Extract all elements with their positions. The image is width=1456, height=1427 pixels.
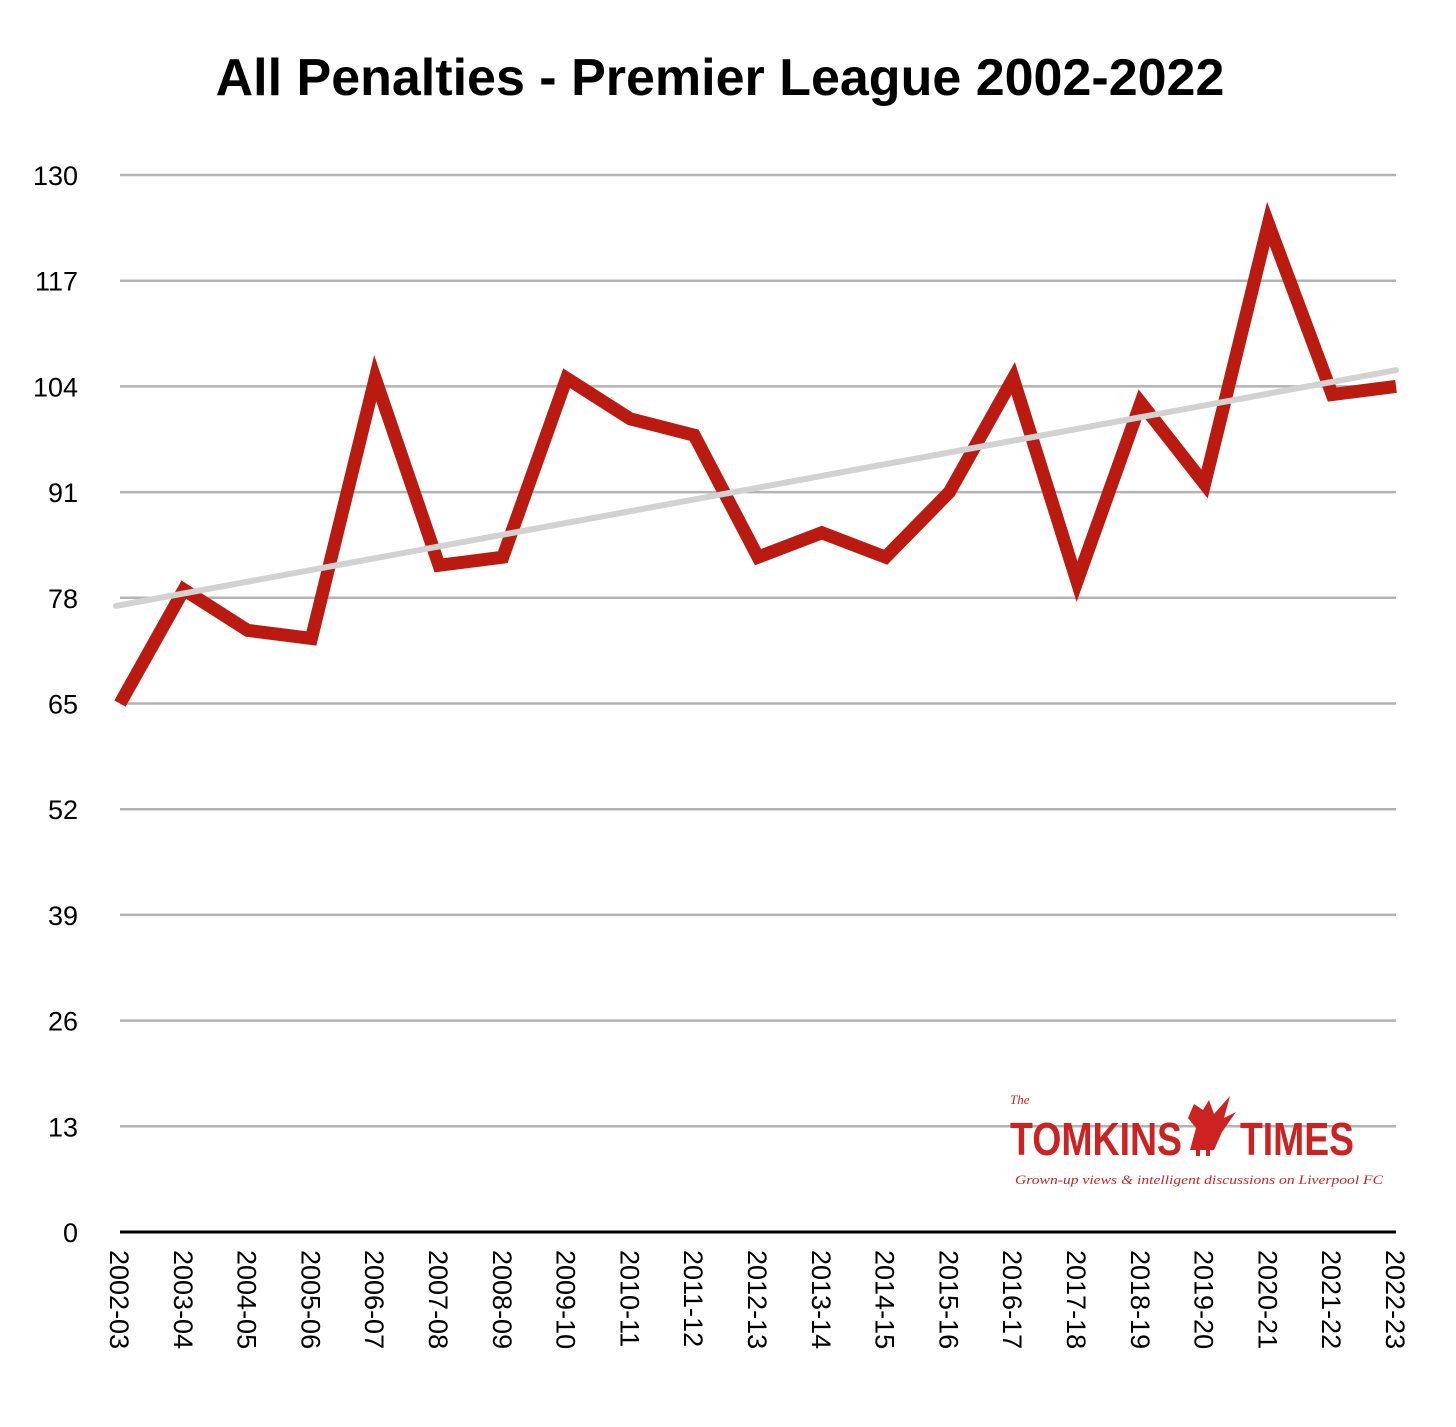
- x-tick-label-2020-21: 2020-21: [1252, 1250, 1282, 1349]
- y-tick-label-39: 39: [48, 901, 78, 931]
- y-tick-label-91: 91: [48, 478, 78, 508]
- x-tick-label-2006-07: 2006-07: [359, 1250, 389, 1349]
- x-tick-label-2007-08: 2007-08: [423, 1250, 453, 1349]
- y-tick-label-104: 104: [33, 372, 78, 402]
- y-axis-ticks: 0 13 26 39 52 65 78 91 104 117 130: [33, 161, 78, 1248]
- tomkins-times-logo: The TOMKINS TIMES Grown-up views & intel…: [1010, 1092, 1383, 1187]
- x-tick-label-2018-19: 2018-19: [1125, 1250, 1155, 1349]
- x-tick-label-2019-20: 2019-20: [1189, 1250, 1219, 1349]
- trendline-layer: [113, 367, 1399, 609]
- x-tick-label-2017-18: 2017-18: [1061, 1250, 1091, 1349]
- y-tick-label-52: 52: [48, 795, 78, 825]
- x-tick-label-2004-05: 2004-05: [232, 1250, 262, 1349]
- logo-name-left: TOMKINS: [1010, 1113, 1182, 1165]
- x-tick-label-2008-09: 2008-09: [487, 1250, 517, 1349]
- y-tick-label-65: 65: [48, 690, 78, 720]
- y-tick-label-13: 13: [48, 1112, 78, 1142]
- chart-title: All Penalties - Premier League 2002-2022: [215, 49, 1225, 107]
- x-tick-label-2014-15: 2014-15: [870, 1250, 900, 1349]
- x-tick-label-2011-12: 2011-12: [678, 1250, 708, 1347]
- x-tick-label-2016-17: 2016-17: [997, 1250, 1027, 1349]
- x-tick-label-2010-11: 2010-11: [614, 1250, 644, 1347]
- logo-tagline: Grown-up views & intelligent discussions…: [1015, 1172, 1383, 1187]
- logo-name-right: TIMES: [1240, 1113, 1354, 1165]
- x-tick-label-2012-13: 2012-13: [742, 1250, 772, 1349]
- x-axis-ticks: 2002-03 2003-04 2004-05 2005-06 2006-07 2007-…: [104, 1250, 1410, 1349]
- y-tick-label-130: 130: [33, 161, 78, 191]
- x-tick-label-2021-22: 2021-22: [1316, 1250, 1346, 1349]
- y-tick-label-0: 0: [63, 1218, 78, 1248]
- x-tick-label-2003-04: 2003-04: [168, 1250, 198, 1349]
- liverbird-icon: [1188, 1096, 1236, 1156]
- series-line-0: [114, 201, 1397, 707]
- x-tick-label-2005-06: 2005-06: [295, 1250, 325, 1349]
- x-tick-label-2022-23: 2022-23: [1380, 1250, 1410, 1349]
- trendline: [113, 367, 1399, 609]
- y-tick-label-26: 26: [48, 1007, 78, 1037]
- x-tick-label-2013-14: 2013-14: [806, 1250, 836, 1349]
- y-tick-label-78: 78: [48, 584, 78, 614]
- logo-the-text: The: [1010, 1092, 1030, 1107]
- x-tick-label-2002-03: 2002-03: [104, 1250, 134, 1349]
- series-layer: [114, 201, 1397, 707]
- y-tick-label-117: 117: [35, 267, 78, 297]
- x-tick-label-2015-16: 2015-16: [933, 1250, 963, 1349]
- x-tick-label-2009-10: 2009-10: [551, 1250, 581, 1349]
- gridlines: [120, 173, 1396, 1234]
